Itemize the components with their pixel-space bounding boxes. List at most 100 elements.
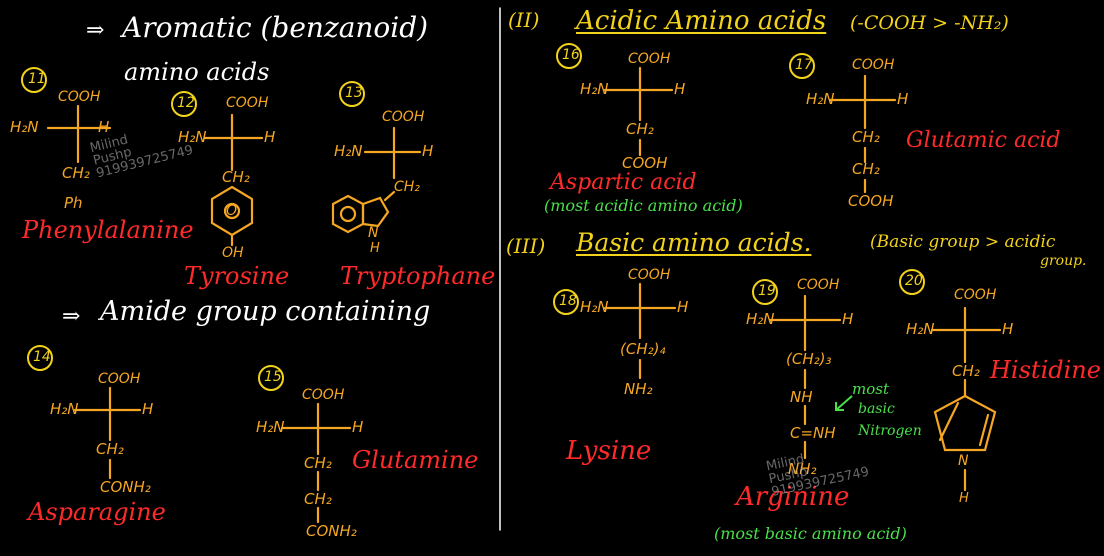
molecule-number-12: 12	[177, 95, 195, 111]
tyrosine-h: H	[264, 128, 276, 146]
asparagine-nh2: H₂N	[50, 400, 79, 418]
arginine-annotation-nitrogen: Nitrogen	[858, 423, 922, 439]
acidic-section-number: (II)	[508, 8, 540, 32]
circle-13	[339, 81, 365, 107]
glutamic-acid-ch2-2: CH₂	[852, 160, 880, 178]
aspartic-acid-name: Aspartic acid	[550, 170, 697, 195]
tryptophane-ch2: CH₂	[394, 179, 420, 195]
tryptophane-h: H	[422, 142, 434, 160]
glutamic-acid-cooh-chain: COOH	[848, 192, 894, 210]
glutamic-acid-name: Glutamic acid	[906, 128, 1061, 153]
arginine-nh: NH	[790, 388, 813, 406]
tryptophane-ring-nh: H	[370, 241, 380, 256]
glutamine-ch2-1: CH₂	[304, 454, 332, 472]
asparagine-cooh: COOH	[98, 371, 141, 387]
molecule-number-13: 13	[345, 85, 363, 101]
arginine-bonds	[768, 294, 842, 460]
aspartic-acid-bonds	[603, 66, 674, 157]
arginine-annotation-basic: basic	[858, 401, 895, 417]
histidine-ring-nh: H	[959, 491, 969, 506]
arginine-cooh: COOH	[797, 277, 840, 293]
circle-19	[752, 279, 778, 305]
aromatic-arrow: ⇒	[86, 18, 105, 43]
lysine-nh2-chain: NH₂	[624, 380, 653, 398]
asparagine-ch2: CH₂	[96, 440, 124, 458]
phenylalanine-name: Phenylalanine	[22, 216, 194, 244]
aromatic-heading-line2: amino acids	[124, 58, 270, 86]
tyrosine-ring-o: O	[226, 203, 238, 219]
lysine-nh2: H₂N	[580, 298, 609, 316]
histidine-cooh: COOH	[954, 287, 997, 303]
arginine-h: H	[842, 310, 854, 328]
phenylalanine-h: H	[98, 118, 110, 136]
molecule-number-14: 14	[33, 349, 51, 365]
phenylalanine-cooh: COOH	[58, 89, 101, 105]
aspartic-acid-cooh-chain: COOH	[622, 154, 668, 172]
circle-14	[27, 345, 53, 371]
glutamine-name: Glutamine	[352, 446, 479, 474]
asparagine-name: Asparagine	[28, 498, 166, 526]
arginine-annotation-most: most	[852, 380, 889, 398]
lysine-ch2-chain: (CH₂)₄	[620, 340, 666, 358]
molecule-number-16: 16	[562, 47, 580, 63]
tryptophane-bonds	[331, 126, 422, 234]
asparagine-conh2: CONH₂	[100, 478, 151, 496]
glutamic-acid-h: H	[897, 90, 909, 108]
glutamine-nh2: H₂N	[256, 418, 285, 436]
tyrosine-cooh: COOH	[226, 95, 269, 111]
arginine-c-nh: C=NH	[790, 424, 836, 442]
arginine-name: Arginine	[736, 482, 850, 512]
aspartic-acid-h: H	[674, 80, 686, 98]
molecule-number-19: 19	[758, 283, 776, 299]
glutamic-acid-bonds	[828, 74, 897, 194]
tryptophane-nh2: H₂N	[334, 142, 363, 160]
circle-15	[258, 365, 284, 391]
asparagine-h: H	[142, 400, 154, 418]
aspartic-acid-note: (most acidic amino acid)	[544, 196, 743, 215]
aromatic-heading: Aromatic (benzanoid)	[122, 11, 429, 44]
glutamine-cooh: COOH	[302, 387, 345, 403]
tyrosine-bonds	[203, 113, 264, 247]
tyrosine-ch2: CH₂	[222, 168, 250, 186]
basic-condition: (Basic group > acidic	[870, 232, 1056, 252]
glutamic-acid-cooh: COOH	[852, 57, 895, 73]
tyrosine-oh: OH	[222, 245, 244, 261]
molecule-number-15: 15	[264, 369, 282, 385]
arginine-nh2: H₂N	[746, 310, 775, 328]
histidine-h: H	[1002, 320, 1014, 338]
aspartic-acid-ch2: CH₂	[626, 120, 654, 138]
glutamic-acid-ch2-1: CH₂	[852, 128, 880, 146]
histidine-nh2: H₂N	[906, 320, 935, 338]
circle-16	[556, 43, 582, 69]
phenylalanine-nh2: H₂N	[10, 118, 39, 136]
amide-arrow: ⇒	[62, 304, 81, 329]
circle-17	[789, 53, 815, 79]
glutamine-h: H	[352, 418, 364, 436]
tryptophane-name: Tryptophane	[340, 262, 496, 290]
arginine-nh2-chain: NH₂	[788, 460, 817, 478]
lysine-name: Lysine	[566, 436, 652, 466]
histidine-name: Histidine	[990, 356, 1101, 384]
tryptophane-cooh: COOH	[382, 109, 425, 125]
asparagine-bonds	[73, 386, 142, 480]
basic-section-number: (III)	[506, 234, 546, 258]
tryptophane-ring-n: N	[368, 225, 379, 241]
glutamic-acid-nh2: H₂N	[806, 90, 835, 108]
molecule-number-17: 17	[795, 57, 813, 73]
lysine-bonds	[603, 282, 677, 380]
histidine-ring-n: N	[958, 453, 969, 469]
histidine-bonds	[930, 306, 1002, 492]
circle-18	[553, 289, 579, 315]
circle-12	[171, 91, 197, 117]
acidic-condition: (-COOH > -NH₂)	[850, 12, 1009, 34]
tyrosine-name: Tyrosine	[184, 262, 290, 290]
phenylalanine-bonds	[46, 104, 112, 164]
tyrosine-nh2: H₂N	[178, 128, 207, 146]
number-circles	[21, 43, 925, 391]
phenylalanine-ph: Ph	[64, 194, 83, 212]
arginine-note: (most basic amino acid)	[714, 524, 907, 543]
phenylalanine-ch2: CH₂	[62, 164, 90, 182]
circle-20	[899, 269, 925, 295]
molecule-number-11: 11	[28, 71, 46, 87]
